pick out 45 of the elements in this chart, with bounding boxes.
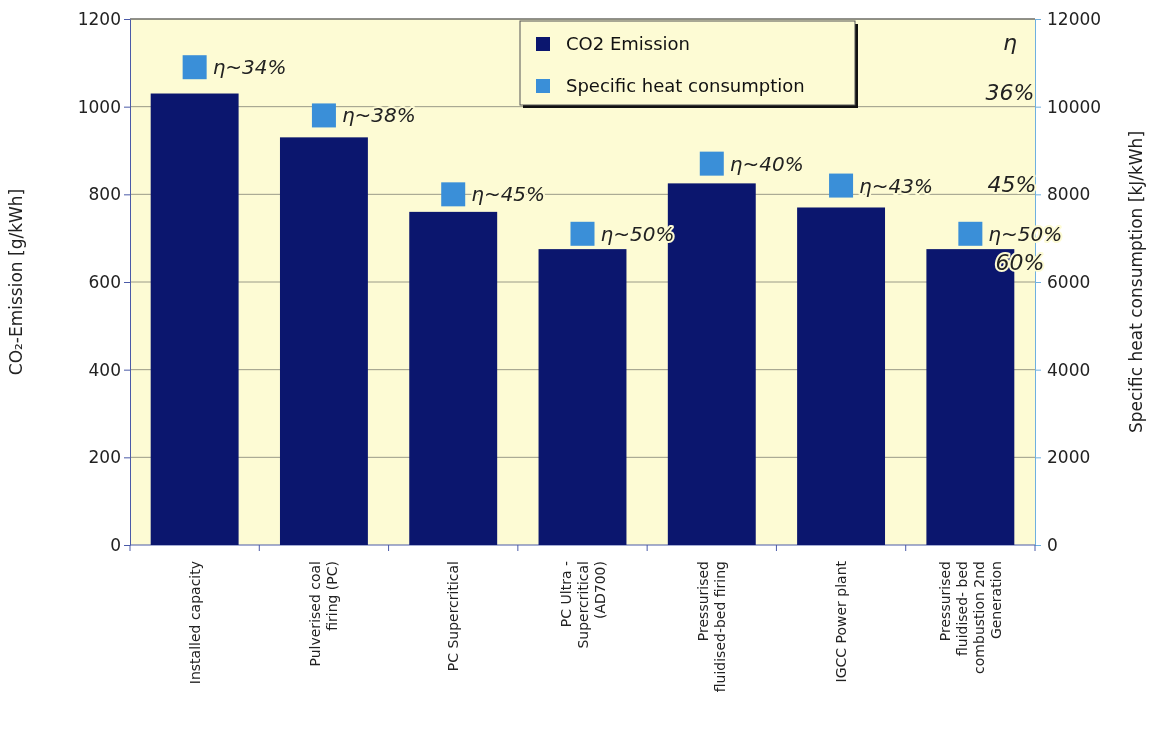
y2-tick-label: 12000 [1047,8,1102,29]
point [441,182,466,207]
bar [409,211,498,545]
annotation: η [1003,30,1018,55]
bar [797,207,886,545]
y2-tick-label: 2000 [1047,447,1091,468]
annotation: η~38% [341,103,416,128]
x-tick-label: PC Ultra - Supercritical (AD700) [557,561,608,649]
y2-tick-label: 10000 [1047,96,1102,117]
y-tick-label: 1000 [77,96,121,117]
x-tick-label: IGCC Power plant [833,560,850,683]
annotation: 45% [987,172,1037,197]
x-tick-label: Pressurised fluidised- bed combustion 2nd Generation [936,561,1004,674]
point [958,221,983,246]
legend-label: Specific heat consumption [566,75,805,96]
y-tick-label: 600 [88,271,121,292]
point [829,173,854,198]
y2-tick-label: 4000 [1047,359,1091,380]
y-axis-title: CO₂-Emission [g/kWh] [6,188,26,376]
bar [279,137,368,545]
bar [150,93,239,545]
x-tick-label: Pulverised coal firing (PC) [307,561,341,667]
legend-label: CO2 Emission [566,33,690,54]
y2-tick-label: 0 [1047,534,1058,555]
y-tick-label: 0 [110,534,121,555]
bar [538,249,627,545]
point [699,151,724,176]
x-tick-label: Pressurised fluidised-bed firing [695,561,729,693]
point [311,103,336,128]
annotation: η~34% [212,55,287,80]
y-tick-label: 400 [88,359,121,380]
y2-axis-title: Specific heat consumption [kJ/kWh] [1126,130,1146,434]
annotation: η~43% [859,173,933,198]
annotation: 36% [985,80,1035,105]
y-tick-label: 1200 [77,8,121,29]
annotation: η~40% [729,151,804,176]
annotation: η~45% [471,182,546,207]
y2-tick-label: 8000 [1047,184,1091,205]
point [182,55,207,80]
point [570,221,595,246]
x-tick-label: Installed capacity [186,561,203,685]
x-tick-label: PC Supercritical [445,561,462,672]
y-tick-label: 200 [88,447,121,468]
y-tick-label: 800 [88,184,121,205]
y2-tick-label: 6000 [1047,271,1091,292]
